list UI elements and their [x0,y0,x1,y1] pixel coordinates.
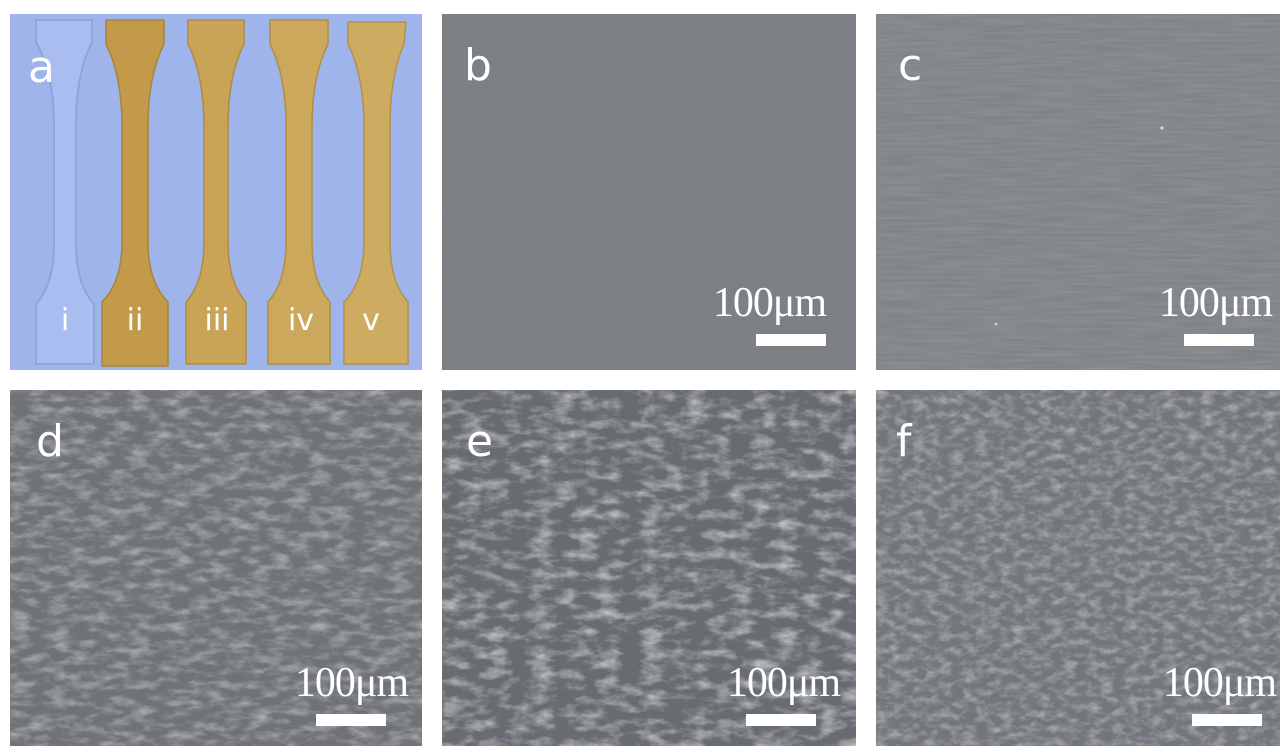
specimen-ii-dogbone [101,19,169,367]
panel-f-sem: f 100μm [876,390,1280,746]
panel-label-a: a [28,42,55,93]
panel-d-sem: d 100μm [10,390,422,746]
scale-bar-line-d [316,714,386,726]
panel-e-sem: e 100μm [442,390,856,746]
scale-bar-c: 100μm [1158,280,1273,346]
sem-texture-f [876,390,1280,746]
panel-b-sem: b 100μm [442,14,856,370]
scale-bar-e: 100μm [726,660,841,726]
specimen-label-i: i [60,303,70,338]
specimen-i-dogbone [35,19,95,365]
specimen-iii-dogbone [185,19,247,365]
scale-bar-line-e [746,714,816,726]
scale-bar-d: 100μm [294,660,409,726]
specimen-label-v: v [362,303,380,338]
panel-label-e: e [466,416,494,467]
panel-label-f: f [896,416,912,467]
scale-bar-line-c [1184,334,1254,346]
scale-bar-f: 100μm [1162,660,1277,726]
panel-label-c: c [898,40,923,91]
sem-texture-e [442,390,856,746]
specimen-label-ii: ii [126,303,144,338]
specimen-iv-dogbone [267,19,331,365]
specimen-label-iii: iii [204,303,230,338]
sem-texture-c [876,14,1280,370]
scale-bar-text-b: 100μm [712,280,827,326]
specimen-label-iv: iv [287,303,315,338]
scale-bar-text-f: 100μm [1162,660,1277,706]
scale-bar-b: 100μm [712,280,827,346]
specimen-v-dogbone [343,21,409,365]
scale-bar-text-e: 100μm [726,660,841,706]
scale-bar-text-d: 100μm [294,660,409,706]
sem-texture-d [10,390,422,746]
panel-a-photo: a i ii iii iv v [10,14,422,370]
panel-label-d: d [36,416,64,467]
scale-bar-line-b [756,334,826,346]
sem-texture-b [442,14,856,370]
scale-bar-line-f [1192,714,1262,726]
scale-bar-text-c: 100μm [1158,280,1273,326]
panel-label-b: b [464,40,492,91]
panel-c-sem: c 100μm [876,14,1280,370]
